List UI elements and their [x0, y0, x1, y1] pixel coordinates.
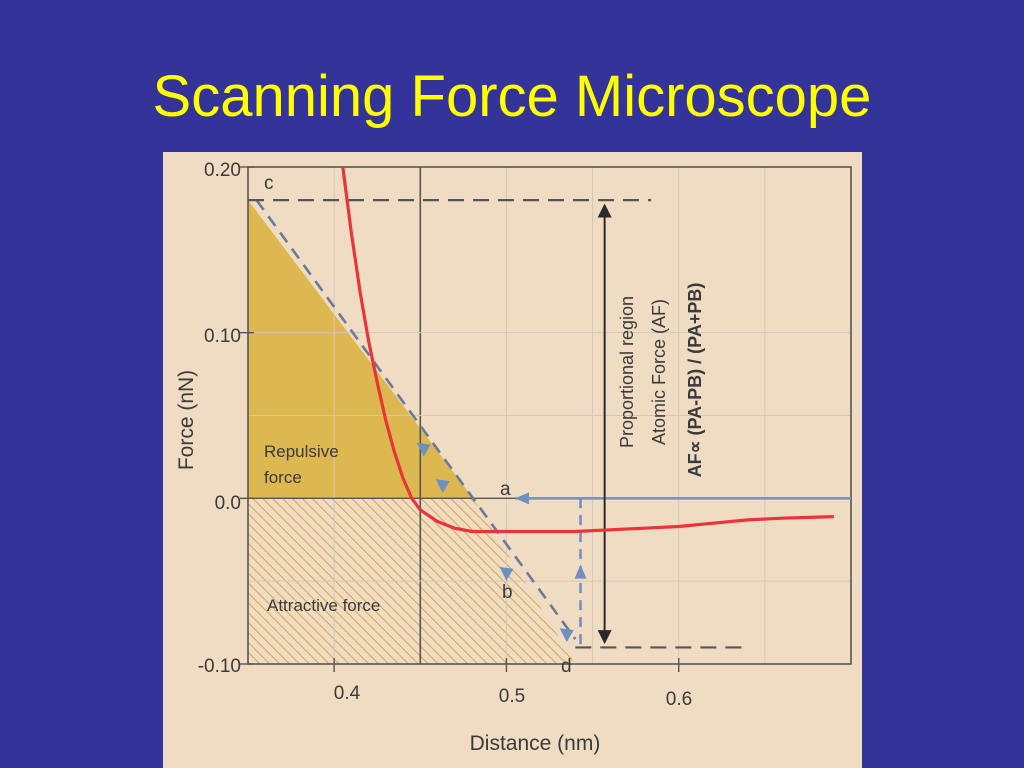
- point-label-a: a: [500, 479, 511, 500]
- point-label-d: d: [561, 656, 572, 677]
- y-tick-label: 0.10: [204, 326, 241, 347]
- jump-boundary-line: [255, 199, 577, 640]
- annotation-line: Proportional region: [617, 296, 637, 448]
- annotation-formula: AF∝ (PA-PB) / (PA+PB): [685, 283, 705, 478]
- plot-frame: [247, 166, 852, 665]
- repulsive-label: force: [264, 468, 302, 487]
- y-tick-label: 0.20: [204, 160, 241, 181]
- x-tick-label: 0.5: [499, 686, 525, 707]
- attractive-label: Attractive force: [267, 596, 380, 615]
- repulsive-region: [248, 200, 474, 499]
- proportional-arrow-top-head: [597, 203, 612, 218]
- x-tick-label: 0.4: [334, 683, 361, 704]
- repulsive-label: Repulsive: [264, 442, 339, 461]
- y-axis-title: Force (nN): [175, 370, 198, 470]
- y-tick-label: 0.0: [215, 493, 241, 514]
- proportional-arrow-bottom-head: [597, 630, 612, 645]
- force-distance-chart: 0.20 0.10 0.0 -0.10 0.4 0.5 0.6 Distance…: [175, 160, 852, 755]
- boundary-arrow-head: [416, 442, 431, 457]
- annotation-line: Atomic Force (AF): [649, 299, 669, 445]
- point-label-c: c: [264, 173, 274, 194]
- arrow-up-head: [574, 564, 587, 579]
- x-tick-label: 0.6: [666, 689, 692, 710]
- arrow-a-head: [515, 492, 530, 505]
- boundary-arrow-head: [435, 479, 450, 494]
- point-label-b: b: [502, 582, 513, 603]
- slide-title: Scanning Force Microscope: [152, 64, 872, 129]
- boundary-arrow-head: [559, 628, 574, 643]
- y-tick-label: -0.10: [198, 656, 241, 677]
- force-distance-figure: 0.20 0.10 0.0 -0.10 0.4 0.5 0.6 Distance…: [163, 152, 862, 768]
- force-curve: [341, 166, 834, 534]
- x-axis-title: Distance (nm): [470, 732, 601, 755]
- boundary-arrow-head: [499, 566, 514, 581]
